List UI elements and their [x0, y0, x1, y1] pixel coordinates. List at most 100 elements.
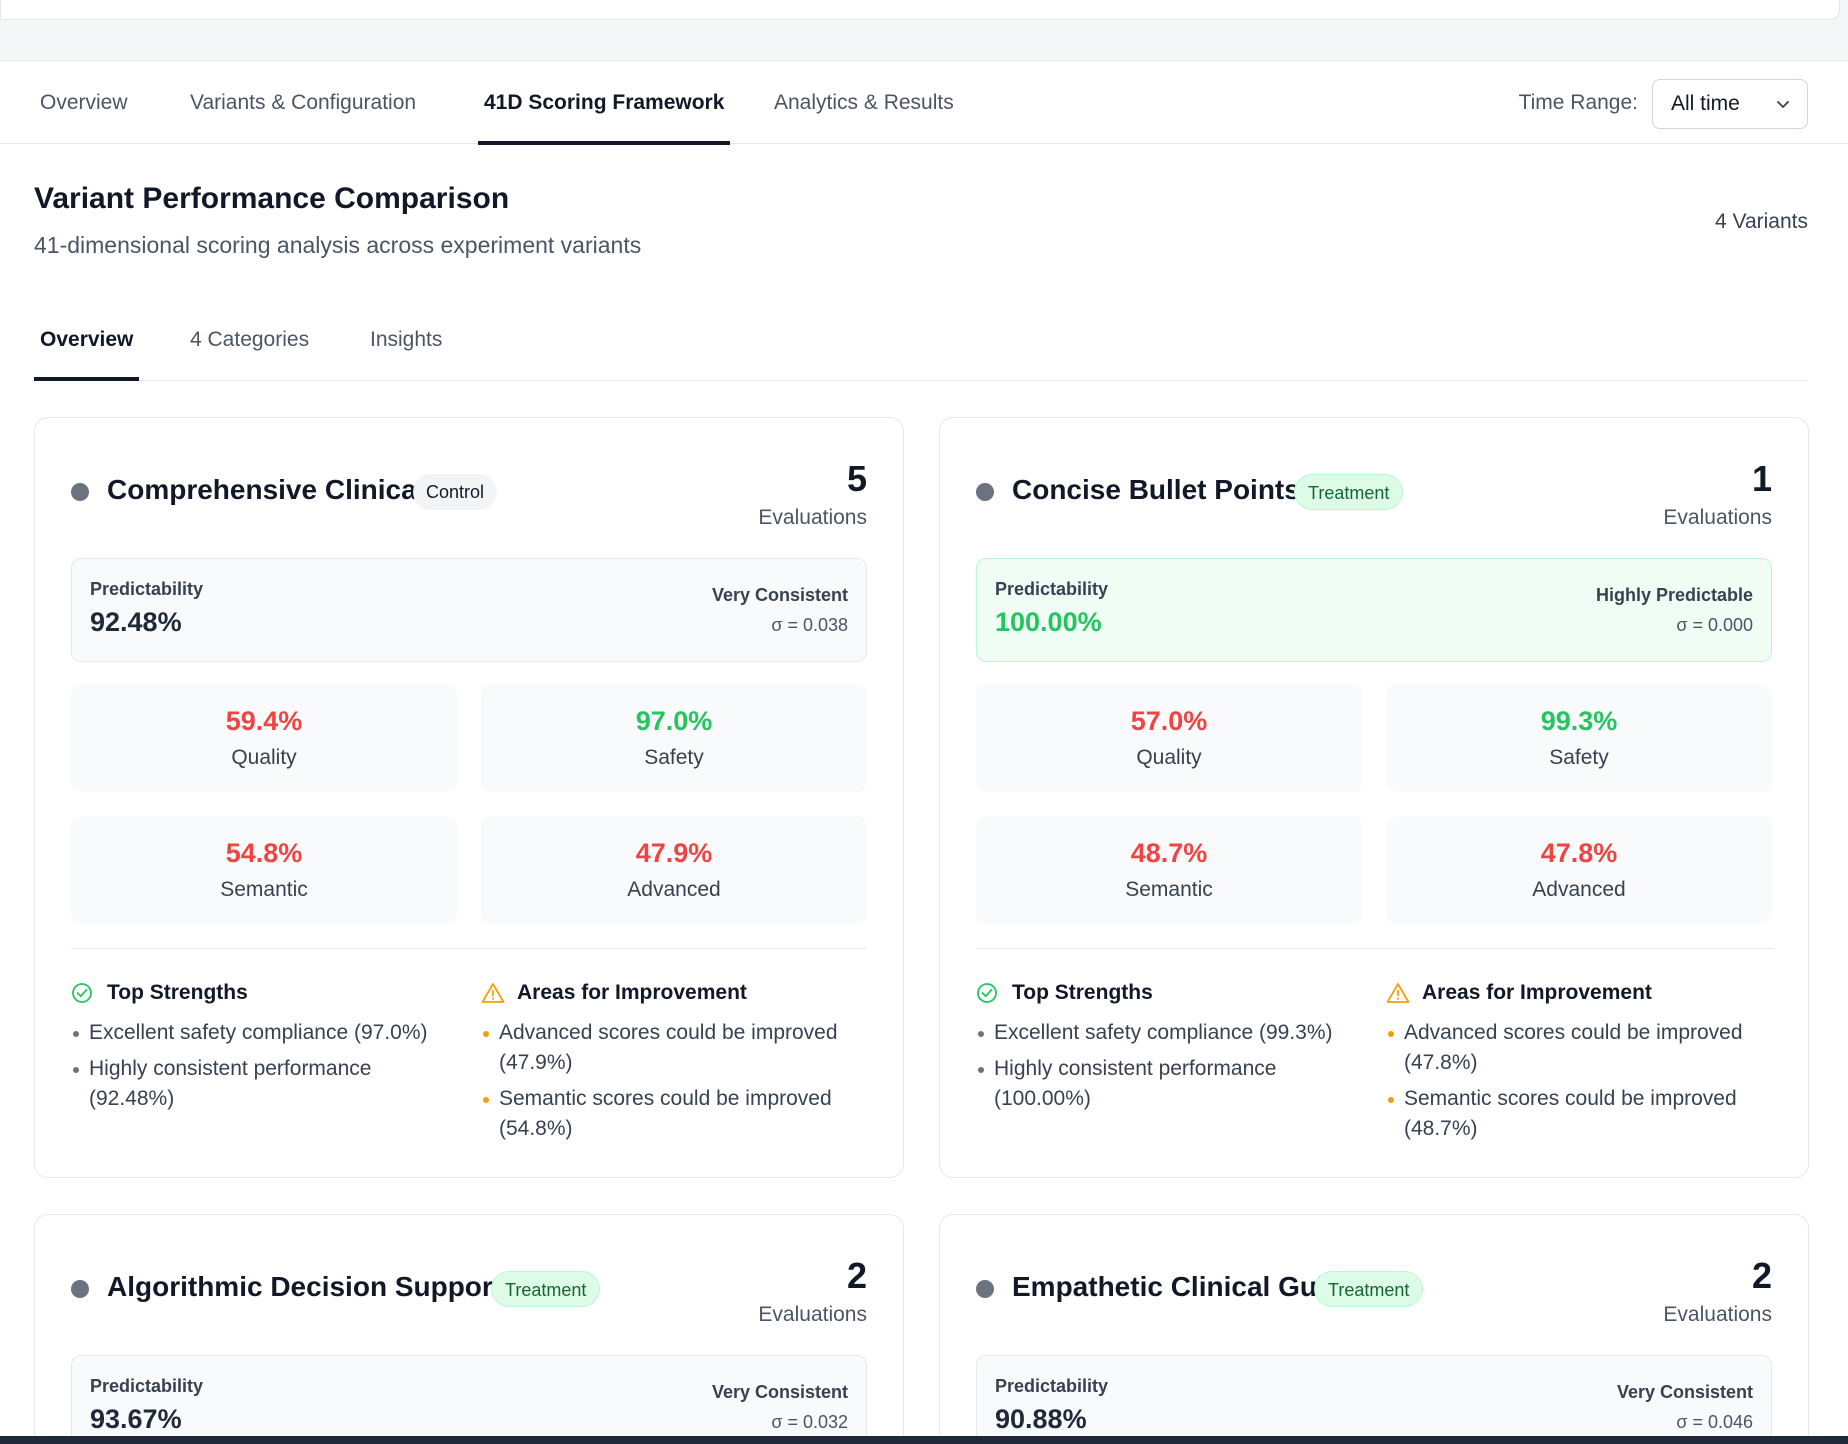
list-item: Excellent safety compliance (97.0%) [71, 1018, 461, 1048]
metric-quality: 59.4% Quality [71, 684, 457, 792]
predictability-value: 100.00% [995, 607, 1102, 637]
variant-status-dot [976, 1280, 994, 1298]
list-item: Excellent safety compliance (99.3%) [976, 1018, 1366, 1048]
variant-card: Concise Bullet Points Treatment 1 Evalua… [939, 417, 1809, 1178]
warning-triangle-icon [1386, 983, 1410, 1003]
heading-text: Top Strengths [1012, 981, 1153, 1004]
consistency-label: Very Consistent [711, 1382, 848, 1402]
evaluation-label: Evaluations [758, 506, 867, 529]
metric-value: 54.8% [225, 838, 303, 868]
metric-label: Quality [1136, 746, 1202, 769]
variant-card: Algorithmic Decision Support Treatment 2… [34, 1214, 904, 1444]
metric-value: 47.9% [635, 838, 713, 868]
sigma-value: σ = 0.032 [771, 1412, 848, 1432]
variant-card: Comprehensive Clinical Control 5 Evaluat… [34, 417, 904, 1178]
variant-status-dot [71, 483, 89, 501]
tab-variants-configuration[interactable]: Variants & Configuration [190, 91, 417, 114]
variant-name: Algorithmic Decision Support [107, 1271, 503, 1302]
metric-safety: 97.0% Safety [481, 684, 867, 792]
time-range-select[interactable]: All time [1652, 79, 1808, 129]
main-tab-bar: Overview Variants & Configuration 41D Sc… [0, 60, 1848, 145]
evaluation-count: 2 [846, 1255, 867, 1296]
list-item: Advanced scores could be improved (47.8%… [1386, 1018, 1776, 1078]
predictability-value: 92.48% [90, 607, 182, 637]
list-item: Highly consistent performance (100.00%) [976, 1054, 1366, 1114]
warning-triangle-icon [481, 983, 505, 1003]
time-range-value: All time [1671, 92, 1740, 115]
metric-advanced: 47.8% Advanced [1386, 816, 1772, 924]
metric-value: 59.4% [225, 706, 303, 736]
subtab-categories[interactable]: 4 Categories [190, 328, 310, 351]
heading-text: Areas for Improvement [517, 981, 747, 1004]
divider [71, 948, 867, 949]
list-item: Highly consistent performance (92.48%) [71, 1054, 461, 1114]
heading-text: Top Strengths [107, 981, 248, 1004]
predictability-panel: Predictability 92.48% Very Consistent σ … [71, 558, 867, 662]
sigma-value: σ = 0.000 [1676, 615, 1753, 635]
predictability-label: Predictability [90, 1376, 204, 1396]
heading-text: Areas for Improvement [1422, 981, 1652, 1004]
metric-value: 97.0% [635, 706, 713, 736]
divider [976, 948, 1772, 949]
variant-badge: Treatment [1314, 1271, 1424, 1307]
evaluation-label: Evaluations [1663, 506, 1772, 529]
top-strengths-section: Top Strengths Excellent safety complianc… [976, 978, 1366, 1120]
page-subtitle: 41-dimensional scoring analysis across e… [34, 232, 642, 258]
subtab-overview[interactable]: Overview [34, 310, 140, 381]
chevron-down-icon [1777, 101, 1789, 108]
variant-name: Comprehensive Clinical [107, 474, 425, 505]
metric-label: Semantic [220, 878, 308, 901]
top-strengths-heading: Top Strengths [71, 978, 461, 1008]
metric-value: 99.3% [1540, 706, 1618, 736]
metric-semantic: 54.8% Semantic [71, 816, 457, 924]
areas-for-improvement-section: Areas for Improvement Advanced scores co… [481, 978, 871, 1150]
tab-analytics-results[interactable]: Analytics & Results [774, 91, 954, 114]
variant-badge: Treatment [1294, 474, 1404, 510]
metric-label: Safety [1549, 746, 1609, 769]
variant-status-dot [71, 1280, 89, 1298]
metric-label: Advanced [627, 878, 721, 901]
evaluation-count: 1 [1751, 458, 1772, 499]
metric-value: 47.8% [1540, 838, 1618, 868]
areas-for-improvement-heading: Areas for Improvement [481, 978, 871, 1008]
areas-for-improvement-heading: Areas for Improvement [1386, 978, 1776, 1008]
variant-badge: Treatment [491, 1271, 601, 1307]
evaluation-label: Evaluations [1663, 1303, 1772, 1326]
variant-card: Empathetic Clinical Guide Treatment 2 Ev… [939, 1214, 1809, 1444]
check-circle-icon [977, 983, 997, 1003]
areas-for-improvement-section: Areas for Improvement Advanced scores co… [1386, 978, 1776, 1150]
variant-badge: Control [413, 474, 498, 510]
tab-41d-scoring-framework[interactable]: 41D Scoring Framework [478, 61, 731, 145]
metric-label: Advanced [1532, 878, 1626, 901]
metric-quality: 57.0% Quality [976, 684, 1362, 792]
metric-label: Safety [644, 746, 704, 769]
predictability-label: Predictability [995, 1376, 1109, 1396]
metric-advanced: 47.9% Advanced [481, 816, 867, 924]
sigma-value: σ = 0.046 [1676, 1412, 1753, 1432]
page-title: Variant Performance Comparison [34, 182, 510, 215]
metric-semantic: 48.7% Semantic [976, 816, 1362, 924]
top-card-edge [0, 0, 1840, 20]
subtab-insights[interactable]: Insights [370, 328, 443, 351]
list-item: Advanced scores could be improved (47.9%… [481, 1018, 871, 1078]
metric-value: 48.7% [1130, 838, 1208, 868]
sigma-value: σ = 0.038 [771, 615, 848, 635]
metric-label: Quality [231, 746, 297, 769]
predictability-label: Predictability [995, 579, 1109, 599]
consistency-label: Very Consistent [711, 585, 848, 605]
consistency-label: Very Consistent [1616, 1382, 1753, 1402]
predictability-panel: Predictability 93.67% Very Consistent σ … [71, 1355, 867, 1444]
evaluation-count: 5 [846, 458, 867, 499]
predictability-panel: Predictability 100.00% Highly Predictabl… [976, 558, 1772, 662]
tab-overview[interactable]: Overview [40, 91, 128, 114]
bottom-edge-bar [0, 1436, 1848, 1444]
predictability-value: 90.88% [995, 1404, 1087, 1434]
top-strengths-section: Top Strengths Excellent safety complianc… [71, 978, 461, 1120]
predictability-value: 93.67% [90, 1404, 182, 1434]
metric-label: Semantic [1125, 878, 1213, 901]
variant-count: 4 Variants [1715, 210, 1808, 233]
top-strengths-heading: Top Strengths [976, 978, 1366, 1008]
evaluation-label: Evaluations [758, 1303, 867, 1326]
metric-safety: 99.3% Safety [1386, 684, 1772, 792]
predictability-panel: Predictability 90.88% Very Consistent σ … [976, 1355, 1772, 1444]
